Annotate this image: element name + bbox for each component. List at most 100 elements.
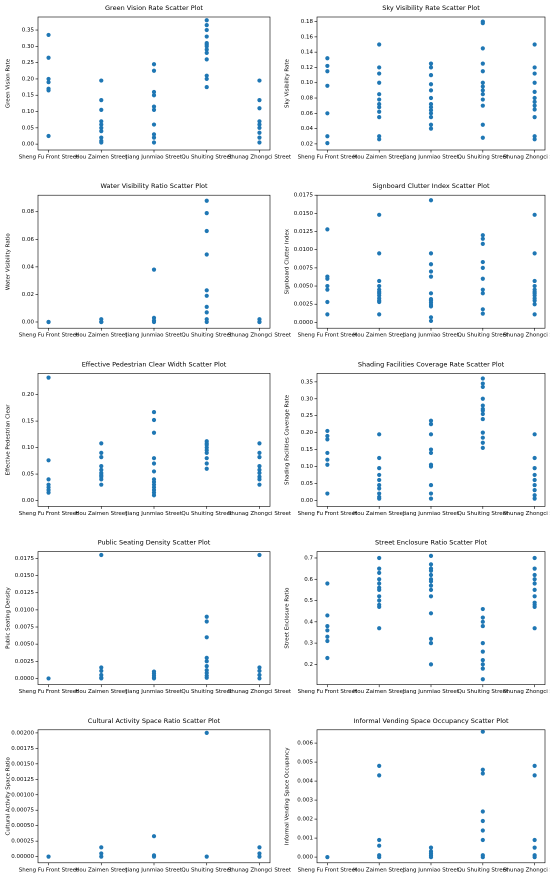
panel: Street Enclosure Ratio Scatter Plot Stree… xyxy=(285,539,550,696)
point xyxy=(428,496,434,501)
point xyxy=(46,133,51,139)
point xyxy=(480,376,485,381)
x-tick-label: Sheng Fu Front Street xyxy=(298,867,358,873)
point xyxy=(151,493,157,498)
point xyxy=(204,50,209,55)
point xyxy=(99,119,104,124)
y-tick-label: 0.10 xyxy=(301,464,314,470)
x-tick-label: Jiang Junmiao Street xyxy=(125,689,183,695)
point xyxy=(204,47,209,52)
point xyxy=(151,68,157,73)
point xyxy=(377,80,382,85)
y-axis-label: Cultural Activity Space Ratio xyxy=(6,756,12,835)
y-tick-label: 0.0175 xyxy=(15,556,35,562)
point xyxy=(99,78,104,83)
y-tick-label: 0.04 xyxy=(301,126,314,132)
point xyxy=(428,315,434,320)
point xyxy=(204,663,209,669)
y-axis-label: Shading Facilities Coverage Rate xyxy=(285,394,291,485)
point xyxy=(428,126,434,131)
x-tick-label: Sheng Fu Front Street xyxy=(298,333,358,339)
point xyxy=(204,675,209,680)
point xyxy=(428,662,434,667)
point xyxy=(204,84,209,90)
point xyxy=(480,307,485,312)
point xyxy=(377,587,382,593)
point xyxy=(532,137,537,142)
point xyxy=(99,140,104,145)
x-tick-label: Qu Shuiting Street xyxy=(457,155,509,161)
axes-frame xyxy=(316,551,546,685)
point xyxy=(377,92,382,97)
y-tick-label: 0.05 xyxy=(22,125,35,131)
point xyxy=(532,298,537,303)
chart-title: Street Enclosure Ratio Scatter Plot xyxy=(375,539,487,547)
point xyxy=(480,818,485,824)
point xyxy=(325,634,330,639)
y-tick-label: 0.0025 xyxy=(294,302,314,308)
point xyxy=(532,80,537,85)
point xyxy=(428,111,434,116)
y-tick-label: 0.16 xyxy=(301,34,314,40)
point xyxy=(151,461,157,466)
point xyxy=(428,65,434,70)
point xyxy=(46,477,51,482)
point xyxy=(480,97,485,102)
point xyxy=(377,109,382,114)
point xyxy=(480,259,485,265)
point xyxy=(204,34,209,39)
point xyxy=(377,299,382,305)
y-tick-label: 0.05 xyxy=(22,472,35,478)
point xyxy=(532,477,537,483)
y-tick-label: 0.005 xyxy=(297,760,313,766)
y-axis-label: Green Vision Rate xyxy=(6,58,12,108)
y-tick-label: 0.006 xyxy=(297,741,313,747)
point xyxy=(428,432,434,437)
x-tick-label: Hou Zaimen Street xyxy=(75,511,128,517)
point xyxy=(377,466,382,471)
point xyxy=(257,470,262,476)
point xyxy=(532,99,537,104)
axes-frame xyxy=(316,16,546,151)
point xyxy=(151,834,157,839)
point xyxy=(532,71,537,76)
point xyxy=(377,137,382,142)
y-tick-label: 0.00125 xyxy=(11,777,34,783)
point xyxy=(46,32,51,38)
point xyxy=(532,65,537,70)
point xyxy=(325,312,330,317)
point xyxy=(480,276,485,281)
point xyxy=(377,102,382,107)
panel: Effective Pedestrian Clear Width Scatter… xyxy=(6,360,292,517)
point xyxy=(257,477,262,482)
point xyxy=(257,98,262,103)
y-tick-label: 0.004 xyxy=(297,779,313,785)
point xyxy=(480,729,485,734)
point xyxy=(428,450,434,456)
x-tick-label: Sheng Fu Front Street xyxy=(298,689,358,695)
point xyxy=(532,212,537,217)
point xyxy=(257,482,262,487)
point xyxy=(204,198,209,203)
point xyxy=(99,125,104,130)
point xyxy=(480,445,485,450)
point xyxy=(428,105,434,110)
point xyxy=(99,464,104,469)
y-tick-label: 0.4 xyxy=(304,619,313,625)
point xyxy=(99,482,104,487)
point xyxy=(428,611,434,616)
y-tick-label: 0.20 xyxy=(301,430,314,436)
point xyxy=(428,583,434,588)
axes-frame xyxy=(316,194,546,329)
axes-frame xyxy=(37,16,271,151)
point xyxy=(46,76,51,82)
point xyxy=(204,73,209,78)
point xyxy=(377,855,382,860)
y-tick-label: 0.001 xyxy=(297,836,313,842)
point xyxy=(480,666,485,671)
point xyxy=(480,265,485,270)
point xyxy=(377,570,382,575)
point xyxy=(377,491,382,496)
point xyxy=(99,98,104,103)
point xyxy=(480,69,485,74)
